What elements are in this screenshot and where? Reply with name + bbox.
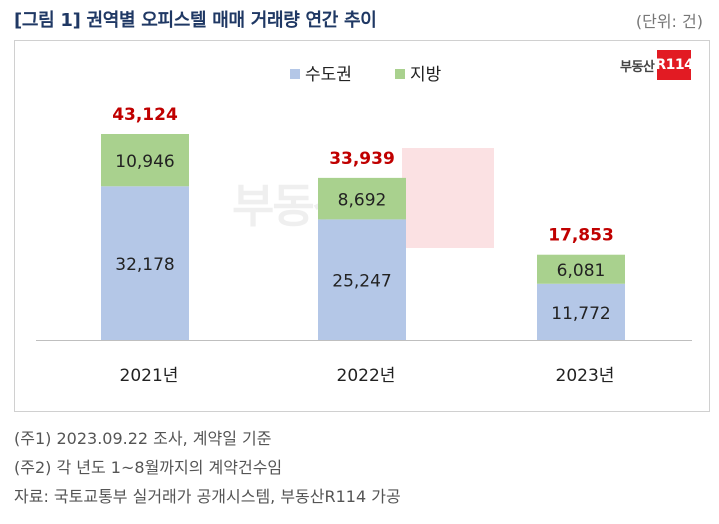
segment-label-2-3: 6,081 — [557, 261, 606, 281]
legend-label-1: 수도권 — [305, 65, 352, 85]
bar-capital-2 — [318, 219, 406, 340]
total-label-2: 33,939 — [329, 149, 395, 169]
segment-label-2-2: 8,692 — [338, 191, 387, 211]
source-note: 자료: 국토교통부 실거래가 공개시스템, 부동산R114 가공 — [14, 487, 401, 506]
footnote-1: (주1) 2023.09.22 조사, 계약일 기준 — [14, 429, 272, 448]
legend-swatch-1 — [290, 69, 300, 79]
bar-capital-3 — [537, 283, 625, 340]
segment-label-1-2: 25,247 — [332, 272, 391, 292]
x-tick-label-3: 2023년 — [556, 366, 615, 386]
bar-regional-2 — [318, 177, 406, 220]
chart-header: [그림 1] 권역별 오피스텔 매매 거래량 연간 추이 (단위: 건) — [0, 0, 719, 36]
legend-label-2: 지방 — [410, 65, 442, 85]
total-label-3: 17,853 — [548, 226, 614, 246]
footnotes: (주1) 2023.09.22 조사, 계약일 기준 (주2) 각 년도 1~8… — [14, 424, 401, 511]
total-label-1: 43,124 — [112, 105, 178, 125]
segment-label-1-1: 32,178 — [115, 255, 174, 275]
segment-label-1-3: 11,772 — [551, 304, 610, 324]
chart-title: [그림 1] 권역별 오피스텔 매매 거래량 연간 추이 — [14, 10, 377, 31]
x-tick-label-2: 2022년 — [337, 366, 396, 386]
stacked-bar-chart: 수도권 지방 32,178 10,946 43,124 2021년 25,247 8,692 3… — [36, 65, 692, 386]
footnote-2: (주2) 각 년도 1~8월까지의 계약건수임 — [14, 458, 283, 477]
logo-box: R114 — [655, 50, 694, 80]
bar-regional-3 — [537, 254, 625, 284]
segment-label-2-1: 10,946 — [115, 152, 174, 172]
bar-capital-1 — [101, 186, 189, 340]
logo-text: 부동산 — [620, 59, 655, 75]
x-tick-label-1: 2021년 — [120, 366, 179, 386]
unit-label: (단위: 건) — [635, 12, 703, 31]
brand-logo: 부동산 R114 — [620, 50, 694, 80]
legend-swatch-2 — [395, 69, 405, 79]
bar-regional-1 — [101, 134, 189, 187]
